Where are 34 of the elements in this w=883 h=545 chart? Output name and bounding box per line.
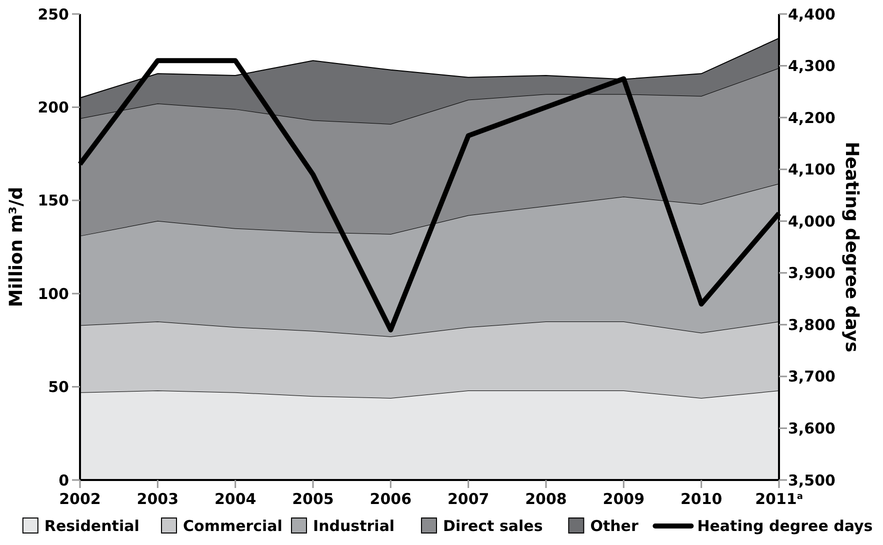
legend-label: Other [590, 517, 639, 535]
y2-tick-label: 3,700 [788, 368, 836, 386]
x-tick-label: 2008 [525, 490, 567, 508]
y2-tick-label: 3,800 [788, 316, 836, 334]
y-axis-title: Million m³/d [6, 186, 27, 308]
y2-tick-label: 3,900 [788, 264, 836, 282]
x-tick-label: 2009 [602, 490, 645, 508]
x-tick-label: 2002 [59, 490, 101, 508]
y-tick-label: 0 [58, 471, 69, 490]
x-tick-label: 2003 [136, 490, 179, 508]
y2-tick-label: 4,300 [788, 57, 836, 76]
x-tick-label: 2004 [214, 490, 256, 508]
y2-axis-title: Heating degree days [841, 142, 862, 352]
y2-tick-label: 4,100 [788, 160, 836, 179]
y-tick-label: 50 [48, 378, 69, 396]
x-tick-label: 2010 [680, 490, 722, 508]
legend-label: Direct sales [443, 517, 543, 535]
legend-label: Heating degree days [697, 517, 873, 535]
y-tick-label: 100 [38, 284, 69, 303]
legend-label: Residential [44, 517, 140, 535]
y2-tick-label: 4,200 [788, 108, 836, 127]
x-tick-label: 2006 [370, 490, 412, 508]
y-tick-label: 250 [38, 5, 69, 24]
y2-tick-label: 3,600 [788, 419, 836, 438]
legend-label: Commercial [183, 517, 282, 535]
x-tick-label: 2005 [292, 490, 334, 508]
y-tick-label: 200 [38, 98, 69, 116]
y2-tick-label: 3,500 [788, 471, 836, 490]
y2-tick-label: 4,400 [788, 5, 836, 24]
y2-tick-label: 4,000 [788, 212, 836, 230]
y-tick-label: 150 [38, 192, 69, 210]
legend-label: Industrial [313, 517, 395, 535]
x-tick-label: 2011$^{a}$ [755, 490, 803, 508]
x-tick-label: 2007 [447, 490, 490, 508]
